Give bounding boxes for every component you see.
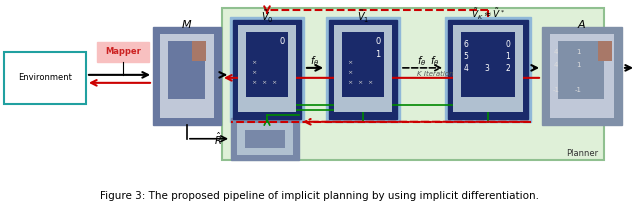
Bar: [326, 17, 400, 122]
Text: 0: 0: [376, 37, 381, 46]
Bar: [334, 25, 392, 112]
Text: -1: -1: [575, 87, 582, 93]
Bar: [445, 17, 531, 122]
Bar: [230, 17, 304, 122]
Text: $f_\theta$: $f_\theta$: [310, 54, 320, 68]
Text: -1: -1: [552, 87, 559, 93]
Bar: [598, 41, 612, 61]
Text: 1: 1: [506, 52, 510, 61]
Bar: [329, 20, 397, 119]
Text: $\times$: $\times$: [347, 68, 353, 76]
Text: $\tilde{V}_K \approx \tilde{V}^*$: $\tilde{V}_K \approx \tilde{V}^*$: [471, 6, 505, 22]
Text: $\times$: $\times$: [347, 78, 353, 86]
Text: 4: 4: [463, 64, 468, 73]
Text: 1: 1: [576, 62, 580, 68]
Text: Environment: Environment: [18, 73, 72, 82]
Text: $\times$: $\times$: [251, 58, 257, 66]
Bar: [453, 25, 523, 112]
Bar: [246, 32, 288, 97]
Text: $\times$: $\times$: [357, 78, 363, 86]
Bar: [233, 20, 301, 119]
Bar: [231, 118, 299, 160]
Text: $\times$: $\times$: [347, 58, 353, 66]
Text: $\times$: $\times$: [251, 68, 257, 76]
Text: 6: 6: [463, 40, 468, 49]
Bar: [4, 52, 86, 104]
Bar: [448, 20, 528, 119]
Bar: [461, 32, 515, 97]
Bar: [160, 34, 214, 118]
Bar: [542, 27, 622, 125]
Text: 4: 4: [554, 49, 558, 55]
Text: 5: 5: [463, 52, 468, 61]
Text: $\hat{R}$: $\hat{R}$: [214, 131, 222, 147]
Text: 3: 3: [484, 64, 490, 73]
Bar: [222, 8, 604, 160]
Text: 1: 1: [576, 49, 580, 55]
Text: Figure 3: The proposed pipeline of implicit planning by using implicit different: Figure 3: The proposed pipeline of impli…: [100, 191, 540, 201]
Bar: [97, 42, 149, 62]
Text: $\tilde{V}_1$: $\tilde{V}_1$: [357, 9, 369, 25]
Text: 0: 0: [280, 37, 285, 46]
Text: $A$: $A$: [577, 18, 587, 30]
Bar: [153, 27, 221, 125]
Text: $M$: $M$: [181, 18, 193, 30]
Bar: [558, 41, 604, 99]
Text: Planner: Planner: [566, 149, 598, 158]
Text: $\tilde{V}_0$: $\tilde{V}_0$: [260, 9, 273, 25]
Text: K Iteration: K Iteration: [417, 71, 453, 77]
Text: 1: 1: [376, 50, 381, 59]
Bar: [238, 25, 296, 112]
Text: 4: 4: [554, 62, 558, 68]
Text: $f_\theta$: $f_\theta$: [430, 54, 440, 68]
Bar: [550, 34, 614, 118]
Text: $\times$: $\times$: [251, 78, 257, 86]
Text: $\times$: $\times$: [261, 78, 267, 86]
Bar: [237, 123, 293, 155]
Bar: [342, 32, 384, 97]
Text: 2: 2: [506, 64, 510, 73]
Text: $f_\theta$: $f_\theta$: [417, 54, 427, 68]
Text: $\times$: $\times$: [367, 78, 373, 86]
Text: Mapper: Mapper: [105, 47, 141, 56]
Text: $\times$: $\times$: [271, 78, 277, 86]
Bar: [245, 130, 285, 148]
Text: 0: 0: [506, 40, 511, 49]
Bar: [168, 41, 205, 99]
Bar: [192, 41, 206, 61]
